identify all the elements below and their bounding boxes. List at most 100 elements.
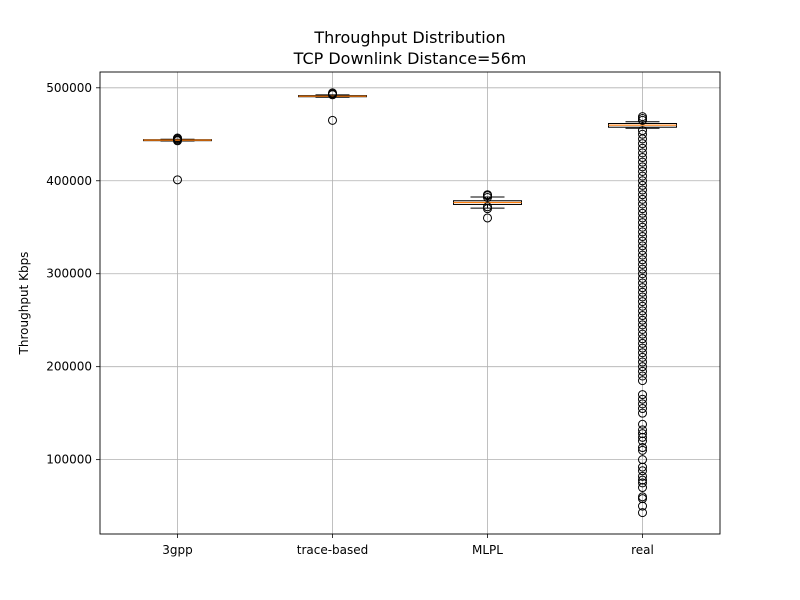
outlier-point xyxy=(638,287,647,297)
outlier-point xyxy=(638,166,647,176)
outlier-point xyxy=(483,213,492,223)
outlier-point xyxy=(638,455,647,465)
outlier-point xyxy=(638,278,647,288)
outlier-point xyxy=(638,483,647,493)
outlier-point xyxy=(638,269,647,279)
outlier-point xyxy=(638,348,647,358)
y-tick-label: 400000 xyxy=(46,174,92,188)
outlier-point xyxy=(638,501,647,511)
outlier-point xyxy=(638,236,647,246)
y-tick-label: 500000 xyxy=(46,81,92,95)
outlier-point xyxy=(638,443,647,453)
x-tick-label: trace-based xyxy=(297,543,369,557)
outlier-point xyxy=(638,311,647,321)
outlier-point xyxy=(638,371,647,381)
outlier-point xyxy=(638,399,647,409)
outlier-point xyxy=(638,343,647,353)
outlier-point xyxy=(638,157,647,167)
outlier-point xyxy=(638,471,647,481)
outlier-point xyxy=(638,425,647,435)
outlier-point xyxy=(638,366,647,376)
box-3gpp xyxy=(143,133,212,185)
outlier-point xyxy=(638,190,647,200)
outlier-point xyxy=(638,139,647,149)
outlier-point xyxy=(638,334,647,344)
outlier-point xyxy=(638,264,647,274)
outlier-point xyxy=(638,112,647,122)
outlier-point xyxy=(638,250,647,260)
chart-subtitle: TCP Downlink Distance=56m xyxy=(293,49,527,68)
outlier-point xyxy=(328,115,337,125)
outlier-point xyxy=(638,171,647,181)
outlier-point xyxy=(638,148,647,158)
outlier-point xyxy=(638,153,647,163)
box-real xyxy=(608,112,677,518)
outlier-point xyxy=(638,199,647,209)
outlier-point xyxy=(638,394,647,404)
outlier-point xyxy=(328,88,337,98)
box-trace-based xyxy=(298,88,367,125)
x-tick-label: real xyxy=(631,543,654,557)
outlier-point xyxy=(638,185,647,195)
x-tick-label: 3gpp xyxy=(162,543,193,557)
outlier-point xyxy=(638,462,647,472)
outlier-point xyxy=(638,419,647,429)
outlier-point xyxy=(638,194,647,204)
outlier-point xyxy=(638,180,647,190)
y-tick-label: 100000 xyxy=(46,453,92,467)
box-plots xyxy=(143,88,677,518)
outlier-point xyxy=(638,324,647,334)
outlier-point xyxy=(638,478,647,488)
outlier-point xyxy=(638,283,647,293)
outlier-point xyxy=(638,376,647,386)
outlier-point xyxy=(638,432,647,442)
outlier-point xyxy=(638,245,647,255)
outlier-point xyxy=(638,315,647,325)
outlier-point xyxy=(173,133,182,143)
outlier-point xyxy=(638,338,647,348)
outlier-point xyxy=(638,273,647,283)
outlier-point xyxy=(638,475,647,485)
outlier-point xyxy=(638,213,647,223)
x-tick-label: MLPL xyxy=(472,543,503,557)
chart-title: Throughput Distribution xyxy=(313,28,505,47)
outlier-point xyxy=(638,232,647,242)
outlier-point xyxy=(638,241,647,251)
outlier-point xyxy=(638,129,647,139)
y-tick-label: 300000 xyxy=(46,267,92,281)
plot-frame xyxy=(99,71,721,535)
outlier-point xyxy=(638,404,647,414)
axes: 100000 200000 300000 400000 500000 3gpp trace-… xyxy=(46,71,721,557)
outlier-point xyxy=(638,492,647,502)
outlier-point xyxy=(638,204,647,214)
outlier-point xyxy=(638,218,647,228)
outlier-point xyxy=(638,329,647,339)
outlier-point xyxy=(638,143,647,153)
outlier-point xyxy=(638,436,647,446)
outlier-point xyxy=(638,208,647,218)
outlier-point xyxy=(638,408,647,418)
outlier-point xyxy=(638,255,647,265)
outlier-point xyxy=(638,176,647,186)
outlier-point xyxy=(638,390,647,400)
y-axis-label: Throughput Kbps xyxy=(17,252,31,356)
outlier-point xyxy=(638,352,647,362)
outlier-point xyxy=(638,162,647,172)
grid-lines xyxy=(100,72,720,534)
outlier-point xyxy=(483,202,492,212)
y-tick-label: 200000 xyxy=(46,360,92,374)
outlier-point xyxy=(638,301,647,311)
outlier-point xyxy=(638,320,647,330)
outlier-point xyxy=(173,175,182,185)
box-mlpl xyxy=(453,190,522,223)
outlier-point xyxy=(638,445,647,455)
outlier-point xyxy=(638,466,647,476)
outlier-point xyxy=(638,306,647,316)
outlier-point xyxy=(638,508,647,518)
outlier-point xyxy=(638,429,647,439)
outlier-point xyxy=(638,357,647,367)
outlier-point xyxy=(638,297,647,307)
outlier-point xyxy=(483,190,492,200)
outlier-point xyxy=(638,362,647,372)
